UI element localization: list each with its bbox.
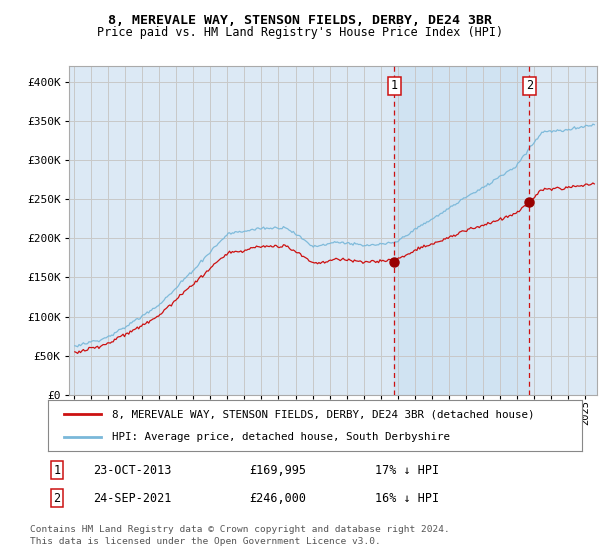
Text: Price paid vs. HM Land Registry's House Price Index (HPI): Price paid vs. HM Land Registry's House … xyxy=(97,26,503,39)
Text: 17% ↓ HPI: 17% ↓ HPI xyxy=(375,464,439,477)
Text: Contains HM Land Registry data © Crown copyright and database right 2024.
This d: Contains HM Land Registry data © Crown c… xyxy=(30,525,450,546)
Text: 16% ↓ HPI: 16% ↓ HPI xyxy=(375,492,439,505)
Bar xyxy=(394,66,529,395)
Text: 24-SEP-2021: 24-SEP-2021 xyxy=(93,492,172,505)
Text: 8, MEREVALE WAY, STENSON FIELDS, DERBY, DE24 3BR (detached house): 8, MEREVALE WAY, STENSON FIELDS, DERBY, … xyxy=(112,409,535,419)
Text: £246,000: £246,000 xyxy=(249,492,306,505)
Text: £169,995: £169,995 xyxy=(249,464,306,477)
Text: 1: 1 xyxy=(391,79,398,92)
Text: 8, MEREVALE WAY, STENSON FIELDS, DERBY, DE24 3BR: 8, MEREVALE WAY, STENSON FIELDS, DERBY, … xyxy=(108,14,492,27)
Text: 1: 1 xyxy=(53,464,61,477)
Text: 2: 2 xyxy=(526,79,533,92)
Text: 23-OCT-2013: 23-OCT-2013 xyxy=(93,464,172,477)
Text: 2: 2 xyxy=(53,492,61,505)
Text: HPI: Average price, detached house, South Derbyshire: HPI: Average price, detached house, Sout… xyxy=(112,432,450,442)
